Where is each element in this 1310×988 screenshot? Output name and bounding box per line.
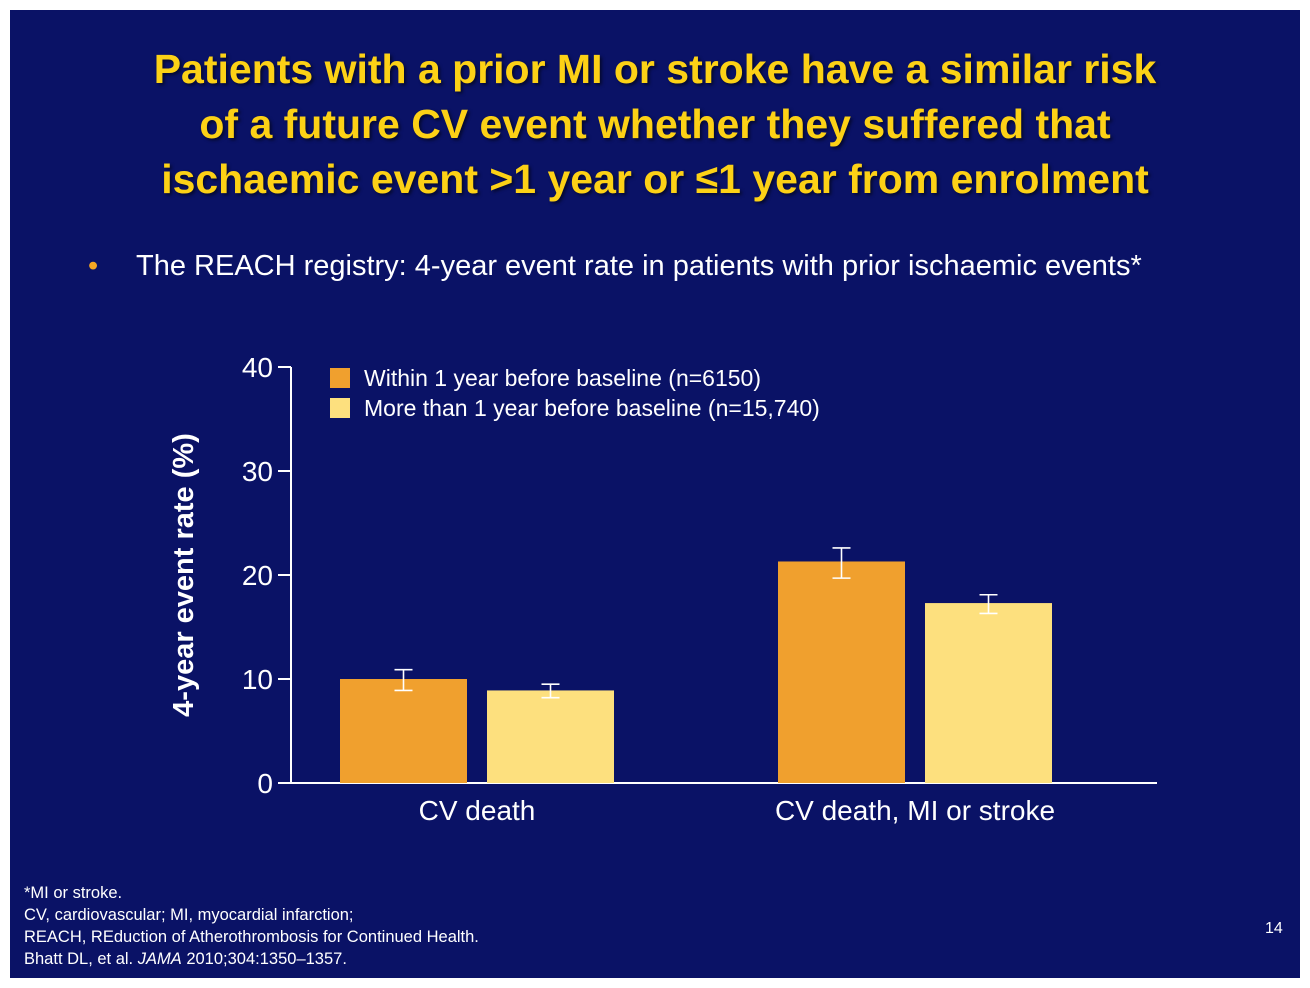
citation-line: Bhatt DL, et al. JAMA 2010;304:1350–1357…	[24, 948, 479, 970]
title-line-2: of a future CV event whether they suffer…	[199, 101, 1111, 147]
bullet-text: The REACH registry: 4-year event rate in…	[136, 250, 1142, 282]
bullet-icon: •	[88, 250, 99, 282]
title-line-1: Patients with a prior MI or stroke have …	[153, 46, 1157, 92]
x-category-label: CV death, MI or stroke	[775, 795, 1055, 826]
slide: Patients with a prior MI or stroke have …	[10, 10, 1300, 978]
bar	[487, 690, 614, 783]
bar-chart: 0 10 20 30 40 4-year event rate (%) CV death CV…	[168, 352, 1157, 826]
y-tick-label: 30	[242, 456, 273, 487]
y-tick-label: 40	[242, 352, 273, 383]
citation-details: 2010;304:1350–1357.	[181, 950, 347, 968]
bar	[778, 561, 905, 783]
legend-label: More than 1 year before baseline (n=15,7…	[364, 395, 820, 421]
y-axis-label: 4-year event rate (%)	[168, 433, 200, 717]
x-category-label: CV death	[419, 795, 536, 826]
legend-swatch	[330, 398, 350, 418]
footnote-line: CV, cardiovascular; MI, myocardial infar…	[24, 906, 354, 924]
slide-title: Patients with a prior MI or stroke have …	[30, 42, 1280, 207]
y-tick-label: 10	[242, 664, 273, 695]
y-tick-label: 20	[242, 560, 273, 591]
bar	[340, 679, 467, 783]
page-number: 14	[1265, 920, 1283, 937]
legend-label: Within 1 year before baseline (n=6150)	[364, 365, 761, 391]
footnotes: *MI or stroke. CV, cardiovascular; MI, m…	[24, 882, 479, 970]
bar	[925, 603, 1052, 783]
y-tick-label: 0	[257, 768, 273, 799]
legend-swatch	[330, 368, 350, 388]
title-line-3: ischaemic event >1 year or ≤1 year from …	[161, 156, 1149, 202]
citation-journal: JAMA	[137, 950, 182, 968]
footnote-line: REACH, REduction of Atherothrombosis for…	[24, 928, 479, 946]
citation-author: Bhatt DL, et al.	[24, 950, 138, 968]
footnote-line: *MI or stroke.	[24, 884, 123, 902]
